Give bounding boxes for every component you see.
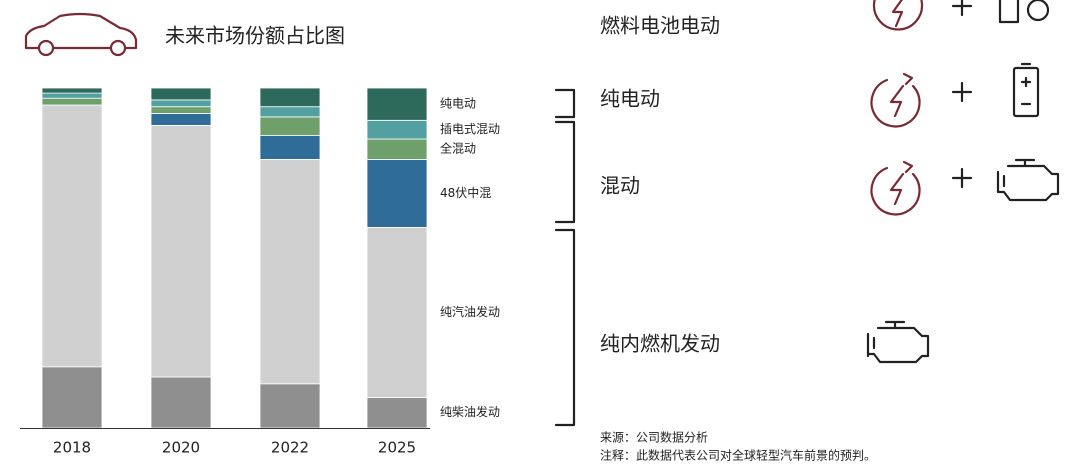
engine-icon	[866, 320, 930, 364]
bar-segment	[150, 125, 212, 378]
bar-segment	[259, 116, 321, 137]
legend-label: 纯电动	[440, 97, 476, 111]
legend-label: 纯柴油发动	[440, 404, 500, 419]
hydrogen-icon	[998, 0, 1050, 24]
battery-icon	[1012, 62, 1040, 118]
bar-segment	[150, 113, 212, 126]
engine-icon	[996, 158, 1060, 202]
car-icon	[24, 12, 138, 57]
bar-segment	[259, 135, 321, 160]
electric-icon	[870, 0, 924, 216]
bracket	[554, 88, 576, 119]
panel-label: 纯电动	[600, 87, 660, 111]
bar-segment	[366, 158, 428, 228]
bar-segment	[41, 87, 103, 94]
bar-segment	[150, 376, 212, 429]
x-tick-label: 2018	[53, 439, 91, 457]
bracket	[554, 228, 576, 427]
x-tick-label: 2025	[378, 439, 416, 457]
x-tick-label: 2022	[271, 439, 309, 457]
bar-segment	[150, 99, 212, 108]
bar-segment	[259, 158, 321, 385]
footnote: 注释：此数据代表公司对全球轻型汽车前景的预判。	[600, 448, 876, 463]
bar-segment	[366, 87, 428, 121]
chart-title: 未来市场份额占比图	[165, 24, 345, 48]
bar-segment	[150, 106, 212, 114]
legend-label: 全混动	[440, 141, 476, 156]
plus-icon	[951, 0, 973, 189]
bar-segment	[41, 104, 103, 368]
bar-segment	[366, 226, 428, 398]
bar-segment	[366, 396, 428, 429]
panel-label: 纯内燃机发动	[600, 332, 720, 356]
bar-segment	[259, 87, 321, 108]
bar-segment	[41, 97, 103, 106]
bar-segment	[366, 119, 428, 140]
panel-label: 燃料电池电动	[600, 14, 720, 38]
bar-segment	[41, 366, 103, 429]
bar-segment	[41, 92, 103, 99]
bar-segment	[259, 383, 321, 429]
panel-label: 混动	[600, 174, 640, 198]
bar-segment	[150, 87, 212, 101]
footnote: 来源：公司数据分析	[600, 430, 708, 445]
bracket	[554, 120, 576, 224]
bar-segment	[259, 106, 321, 118]
legend-label: 48伏中混	[440, 185, 491, 200]
legend-label: 纯汽油发动	[440, 304, 500, 319]
x-tick-label: 2020	[162, 439, 200, 457]
legend-label: 插电式混动	[440, 122, 500, 136]
bar-segment	[366, 138, 428, 160]
